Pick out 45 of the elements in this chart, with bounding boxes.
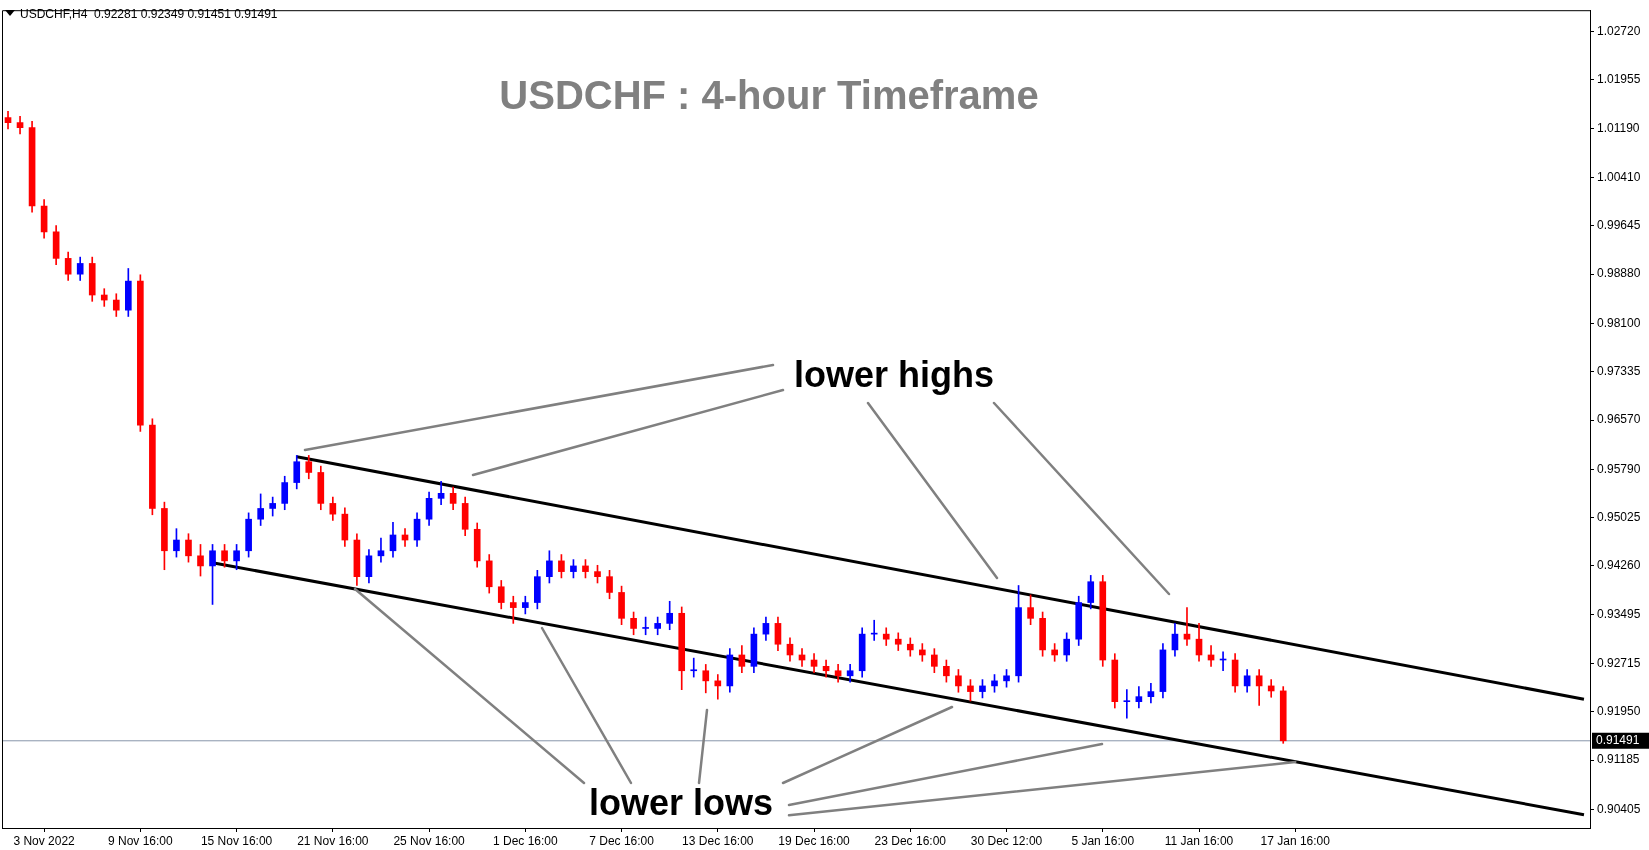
y-tick-label: 0.92715	[1597, 655, 1641, 670]
y-tick-label: 0.91950	[1597, 704, 1641, 719]
x-tick-label: 7 Dec 16:00	[589, 833, 655, 848]
text: USDCHF : 4-hour Timeframe	[499, 73, 1039, 118]
candlestick	[1183, 607, 1191, 646]
y-tick-label: 0.93495	[1597, 606, 1641, 621]
y-tick-label: 0.90405	[1597, 801, 1641, 816]
candlestick	[918, 643, 926, 662]
x-tick-label: 15 Nov 16:00	[200, 833, 273, 848]
candlestick	[1123, 689, 1131, 719]
y-tick-label: 1.01190	[1597, 120, 1640, 135]
y-tick-label: 0.95790	[1597, 461, 1641, 476]
y-tick-label: 0.99645	[1597, 218, 1641, 233]
x-tick-label: 13 Dec 16:00	[682, 833, 754, 848]
x-tick-label: 21 Nov 16:00	[297, 833, 369, 848]
x-tick-label: 30 Dec 12:00	[970, 833, 1043, 848]
x-tick-label: 25 Nov 16:00	[393, 833, 466, 848]
candlestick	[1267, 679, 1275, 698]
candlestick	[100, 288, 108, 307]
y-tick-label: 0.95025	[1597, 509, 1641, 524]
y-tick-label: 0.97335	[1597, 364, 1641, 379]
ref-line-label: 0.91491	[1596, 733, 1640, 748]
y-tick-label: 0.98880	[1597, 266, 1641, 281]
y-tick-label: 0.96570	[1597, 412, 1641, 427]
candlestick	[714, 674, 722, 700]
x-tick-label: 9 Nov 16:00	[107, 833, 174, 848]
y-tick-label: 0.98100	[1597, 315, 1641, 330]
x-tick-label: 23 Dec 16:00	[874, 833, 947, 848]
candlestick	[437, 480, 445, 505]
x-tick-label: 11 Jan 16:00	[1164, 833, 1234, 848]
annotation: lower lows	[588, 781, 774, 823]
y-tick-label: 1.00410	[1597, 169, 1641, 184]
x-tick-label: 5 Jan 16:00	[1071, 833, 1135, 848]
candlestick	[690, 657, 698, 678]
y-tick-label: 1.02720	[1597, 23, 1641, 38]
annotation: USDCHF,H4 0.92281 0.92349 0.91451 0.91491	[20, 7, 278, 22]
x-tick-label: 19 Dec 16:00	[778, 833, 851, 848]
annotation: lower highs	[793, 353, 995, 395]
x-tick-label: 17 Jan 16:00	[1260, 833, 1331, 848]
candlestick	[509, 595, 517, 624]
y-tick-label: 0.91185	[1597, 752, 1640, 767]
x-tick-label: 3 Nov 2022	[13, 833, 76, 848]
y-tick-label: 1.01955	[1597, 72, 1641, 87]
x-tick-label: 1 Dec 16:00	[492, 833, 558, 848]
y-tick-label: 0.94260	[1597, 558, 1641, 573]
